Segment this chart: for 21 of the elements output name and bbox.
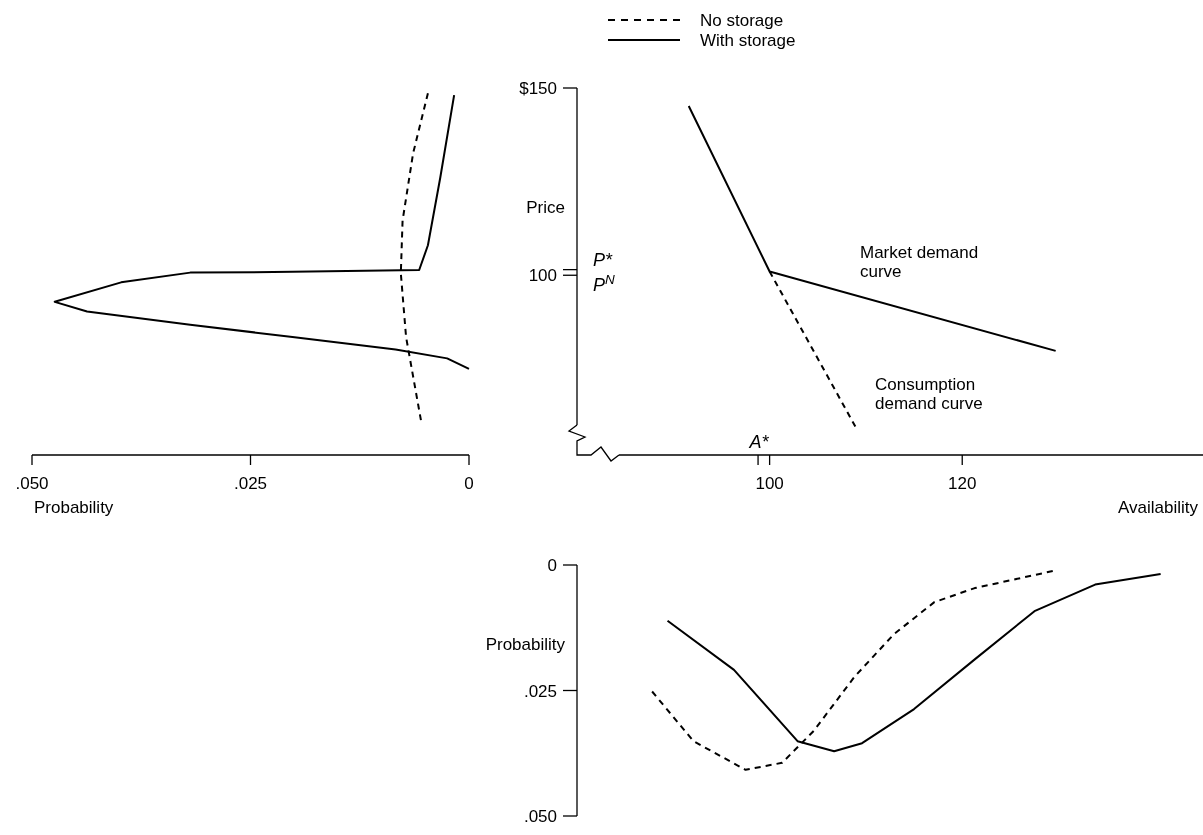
y-tick-label: .025 [523, 681, 557, 701]
y-axis-title: Price [526, 198, 565, 217]
x-tick-label: 120 [948, 474, 977, 493]
x-axis-title: Probability [34, 498, 114, 517]
series-label: Consumption demand curve [875, 375, 983, 413]
legend-label: No storage [700, 11, 784, 30]
x-tick-label: .025 [233, 474, 268, 493]
y-tick-label: 100 [528, 266, 557, 286]
x-axis-title: Availability [1117, 498, 1199, 517]
x-tick-label: 100 [755, 474, 784, 493]
y-tick-label: $150 [519, 79, 557, 98]
legend-label: With storage [700, 31, 796, 50]
y-tick-label: .050 [523, 807, 557, 826]
annotation: A* [748, 432, 770, 452]
y-axis-title: Probability [485, 635, 566, 654]
x-tick-label: 0 [464, 474, 474, 493]
y-tick-label: 0 [547, 556, 557, 575]
annotation: P$^{N}$ [593, 271, 616, 295]
x-tick-label: .050 [15, 474, 49, 493]
annotation: P* [593, 250, 614, 270]
series-label: Market demand curve [860, 243, 979, 281]
